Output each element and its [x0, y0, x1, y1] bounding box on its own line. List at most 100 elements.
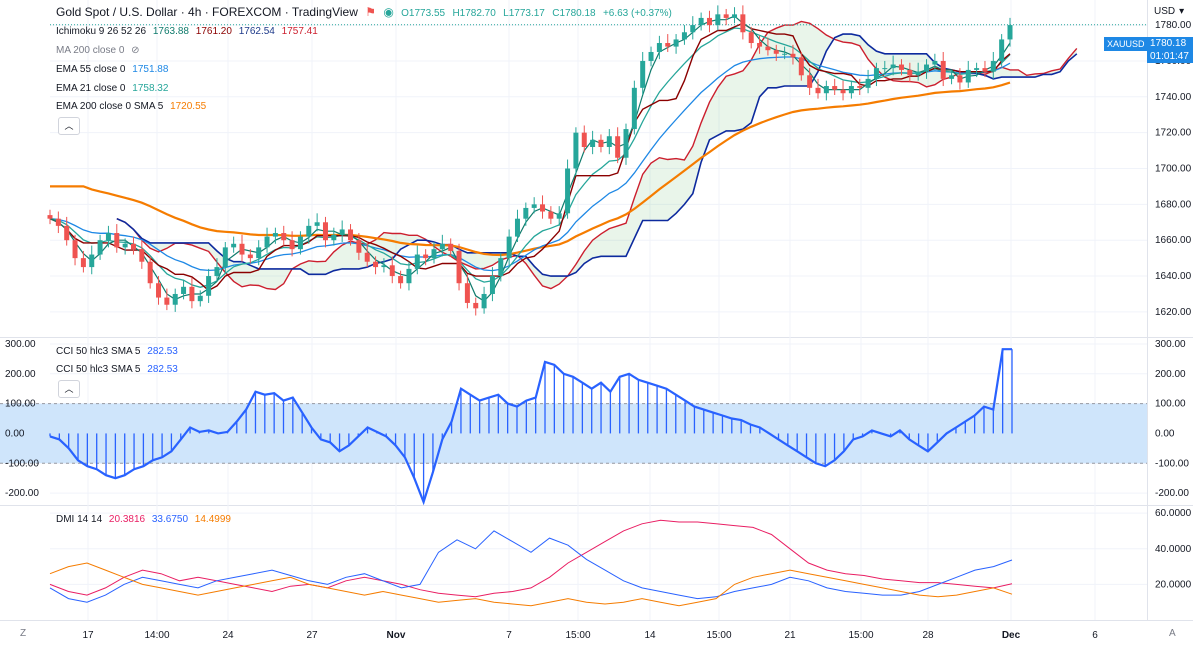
candle-body: [865, 78, 871, 88]
ema55-label: EMA 55 close 0: [56, 64, 126, 75]
di-plus-line: [49, 530, 1013, 603]
candle-body: [623, 129, 629, 158]
candle-body: [715, 14, 721, 26]
candle-body: [122, 243, 128, 248]
candle-body: [648, 51, 654, 61]
candle-body: [423, 254, 429, 259]
ema21-value: 1758.32: [132, 83, 169, 94]
cci2-label: CCI 50 hlc3 SMA 5: [56, 364, 141, 375]
price-tick-label: 1780.00: [1155, 20, 1192, 31]
candle-body: [673, 39, 679, 47]
legend-ma200[interactable]: MA 200 close 0 ⊘: [56, 44, 144, 57]
cci-tick-label: -100.00: [1155, 458, 1189, 469]
ohlc-high: H1782.70: [452, 8, 496, 19]
span-a-line: [116, 20, 1078, 291]
zoom-z-button[interactable]: Z: [20, 628, 27, 639]
eye-off-icon[interactable]: ⊘: [131, 45, 140, 56]
candle-body: [514, 218, 520, 237]
candle-body: [807, 75, 813, 88]
collapse-legend-button[interactable]: ︿: [58, 117, 80, 135]
ichimoku-spanb-value: 1757.41: [281, 26, 318, 37]
ema55-line: [49, 56, 1011, 272]
ichimoku-tenkan-value: 1763.88: [152, 26, 189, 37]
candle-body: [97, 240, 103, 255]
candles: [47, 5, 1013, 316]
flag-icon[interactable]: ⚑: [365, 5, 376, 19]
bar-countdown: 01:01:47: [1150, 51, 1189, 62]
cci-tick-label: -200.00: [1155, 488, 1189, 499]
candle-body: [189, 286, 195, 302]
ema200-value: 1720.55: [170, 101, 207, 112]
symbol-title: Gold Spot / U.S. Dollar · 4h · FOREXCOM …: [56, 5, 358, 19]
candle-body: [231, 243, 237, 248]
cci1-value: 282.53: [147, 346, 178, 357]
auto-scale-button[interactable]: A: [1169, 628, 1176, 639]
candle-body: [556, 213, 562, 219]
ichimoku-label: Ichimoku 9 26 52 26: [56, 26, 147, 37]
legend-dmi[interactable]: DMI 14 14 20.3816 33.6750 14.4999: [56, 513, 235, 526]
currency-text: USD: [1154, 6, 1176, 17]
ohlc-close: C1780.18: [552, 8, 596, 19]
cci-left-tick-label: 200.00: [5, 369, 36, 380]
price-tick-label: 1660.00: [1155, 235, 1192, 246]
cci-tick-label: 300.00: [1155, 339, 1186, 350]
candle-body: [281, 233, 287, 241]
legend-ichimoku[interactable]: Ichimoku 9 26 52 26 1763.88 1761.20 1762…: [56, 25, 322, 38]
legend-ema55[interactable]: EMA 55 close 0 1751.88: [56, 63, 172, 76]
candle-body: [314, 222, 320, 226]
candle-body: [373, 261, 379, 268]
candle-body: [80, 258, 86, 268]
cci-tick-label: 100.00: [1155, 399, 1186, 410]
candle-body: [606, 136, 612, 147]
candle-body: [89, 254, 95, 268]
time-tick-label: 15:00: [848, 630, 873, 641]
candle-body: [406, 268, 412, 284]
candle-body: [289, 240, 295, 250]
candle-body: [723, 14, 729, 18]
candle-body: [247, 254, 253, 259]
candle-body: [915, 71, 921, 76]
collapse-cci-button[interactable]: ︿: [58, 380, 80, 398]
candle-body: [581, 132, 587, 147]
chart-title: Gold Spot / U.S. Dollar · 4h · FOREXCOM …: [56, 6, 676, 20]
ma200-label: MA 200 close 0: [56, 45, 125, 56]
candle-body: [105, 233, 111, 241]
legend-cci-2[interactable]: CCI 50 hlc3 SMA 5 282.53: [56, 363, 182, 376]
time-axis: 17 14:00 24 27 Nov 7 15:00 14 15:00 21 15:00 28 Dec 6: [82, 630, 1098, 641]
time-tick-label: 14: [644, 630, 656, 641]
candle-body: [114, 233, 120, 248]
time-tick-label: 21: [784, 630, 796, 641]
candle-body: [181, 286, 187, 294]
price-axis: 1620.00 1640.00 1660.00 1680.00 1700.00 1720.…: [5, 20, 1192, 590]
candle-body: [540, 204, 546, 212]
candle-body: [815, 87, 821, 94]
candle-body: [256, 247, 262, 259]
candle-body: [64, 225, 70, 241]
legend-ema21[interactable]: EMA 21 close 0 1758.32: [56, 82, 172, 95]
dmi-tick-label: 40.0000: [1155, 544, 1192, 555]
candle-body: [848, 86, 854, 94]
legend-cci-1[interactable]: CCI 50 hlc3 SMA 5 282.53: [56, 345, 182, 358]
cci-left-tick-label: 300.00: [5, 339, 36, 350]
legend-ema200[interactable]: EMA 200 close 0 SMA 5 1720.55: [56, 100, 210, 113]
candle-body: [790, 53, 796, 58]
candle-body: [873, 68, 879, 79]
currency-label[interactable]: USD ▾: [1154, 5, 1188, 18]
candle-body: [782, 53, 788, 55]
candle-body: [55, 218, 61, 226]
ohlc-open: O1773.55: [401, 8, 446, 19]
candle-body: [757, 43, 763, 47]
candle-body: [139, 249, 145, 262]
candle-body: [615, 136, 621, 158]
ichimoku-kijun-value: 1761.20: [195, 26, 232, 37]
candle-body: [381, 265, 387, 268]
candle-body: [72, 240, 78, 259]
candle-body: [681, 32, 687, 40]
chevron-up-icon: ︿: [64, 121, 74, 131]
candle-body: [982, 68, 988, 72]
candle-body: [765, 46, 771, 51]
candle-body: [197, 295, 203, 302]
